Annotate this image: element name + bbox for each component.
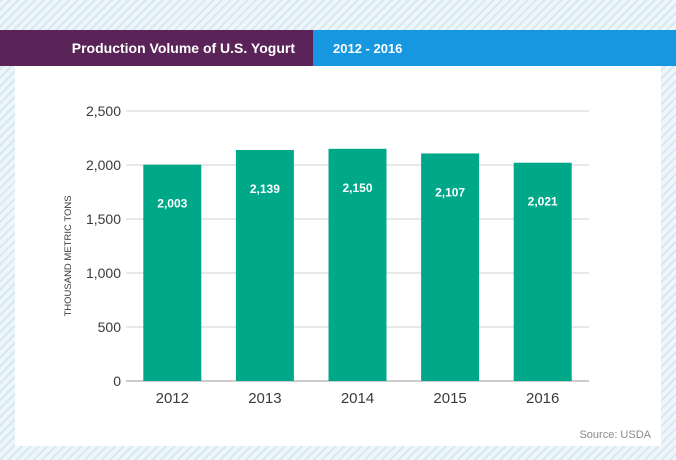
header-bar: Production Volume of U.S. Yogurt 2012 - … bbox=[0, 30, 676, 66]
y-tick-label: 500 bbox=[98, 319, 122, 335]
y-tick-label: 2,000 bbox=[86, 157, 121, 173]
bar-chart: 0 500 1,000 1,500 2,000 2,500 THOUSAND METRIC … bbox=[63, 103, 589, 407]
bar-value-label: 2,021 bbox=[528, 195, 558, 209]
y-axis-title: THOUSAND METRIC TONS bbox=[63, 195, 74, 316]
bar-value-label: 2,139 bbox=[250, 182, 280, 196]
x-tick-label: 2014 bbox=[341, 390, 374, 407]
source-note: Source: USDA bbox=[579, 429, 651, 441]
bar-value-label: 2,107 bbox=[435, 185, 465, 199]
chart-title: Production Volume of U.S. Yogurt bbox=[0, 30, 313, 66]
bar-2012 bbox=[143, 164, 202, 381]
chart-panel: 0 500 1,000 1,500 2,000 2,500 THOUSAND METRIC … bbox=[15, 66, 661, 446]
x-tick-label: 2016 bbox=[526, 390, 559, 407]
bar-2016 bbox=[513, 162, 572, 381]
bar-2014 bbox=[328, 148, 387, 381]
y-tick-label: 1,000 bbox=[86, 265, 121, 281]
x-tick-label: 2015 bbox=[433, 390, 466, 407]
y-tick-label: 1,500 bbox=[86, 211, 121, 227]
bar-value-label: 2,003 bbox=[157, 197, 187, 211]
chart-subtitle: 2012 - 2016 bbox=[313, 30, 676, 66]
bar-2015 bbox=[421, 153, 480, 381]
bar-value-label: 2,150 bbox=[342, 181, 372, 195]
bar-2013 bbox=[235, 149, 294, 381]
y-tick-label: 2,500 bbox=[86, 103, 121, 119]
x-tick-label: 2012 bbox=[156, 390, 189, 407]
y-tick-label: 0 bbox=[113, 373, 121, 389]
x-tick-label: 2013 bbox=[248, 390, 281, 407]
